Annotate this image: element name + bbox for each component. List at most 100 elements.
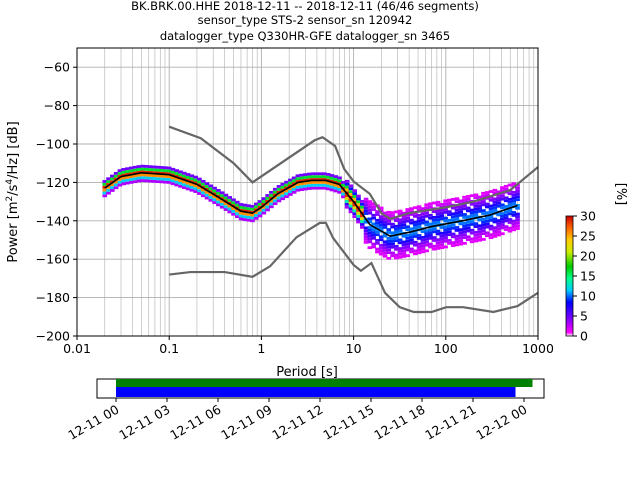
density-cell	[132, 177, 138, 181]
density-cell	[117, 183, 123, 187]
density-cell	[128, 172, 134, 176]
title-line-3: datalogger_type Q330HR-GFE datalogger_sn…	[160, 29, 450, 43]
density-cell	[121, 170, 126, 174]
density-cell	[450, 206, 456, 210]
density-cell	[144, 165, 149, 168]
density-cell	[401, 234, 407, 238]
density-cell	[401, 226, 407, 230]
density-cell	[227, 196, 233, 199]
density-cell	[416, 236, 422, 240]
density-cell	[409, 218, 414, 222]
density-cell	[314, 181, 320, 184]
density-cell	[280, 197, 286, 201]
density-cell	[439, 246, 445, 250]
density-cell	[235, 206, 240, 210]
density-cell	[170, 182, 176, 186]
density-cell	[212, 201, 217, 204]
density-cell	[314, 172, 320, 176]
density-cell	[515, 224, 520, 227]
density-cell	[515, 215, 520, 219]
density-cell	[469, 194, 475, 198]
density-cell	[477, 235, 482, 239]
density-cell	[219, 197, 225, 200]
density-cell	[250, 216, 255, 220]
density-cell	[492, 234, 498, 238]
density-cell	[341, 183, 346, 187]
density-cell	[329, 188, 335, 192]
density-cell	[110, 189, 115, 192]
title-line-2: sensor_type STS-2 sensor_sn 120942	[198, 13, 413, 27]
density-cell	[269, 202, 274, 206]
colorbar-tick-label: 25	[580, 229, 596, 244]
density-cell	[515, 189, 520, 193]
density-cell	[144, 170, 149, 174]
density-cell	[117, 180, 123, 184]
density-cell	[401, 243, 407, 247]
density-cell	[348, 201, 354, 205]
density-cell	[488, 210, 494, 214]
density-cell	[295, 188, 301, 192]
density-cell	[500, 220, 505, 224]
density-cell	[469, 240, 475, 244]
density-cell	[200, 182, 206, 186]
density-cell	[484, 231, 490, 235]
timeline-tick-label: 12-11 06	[167, 402, 223, 443]
density-cell	[159, 177, 164, 181]
density-cell	[409, 207, 414, 211]
density-cell	[136, 168, 142, 171]
density-cell	[500, 226, 505, 230]
density-cell	[219, 191, 225, 195]
density-cell	[416, 245, 422, 249]
density-cell	[488, 190, 494, 193]
density-cell	[500, 215, 505, 218]
density-cell	[473, 236, 479, 240]
density-cell	[462, 213, 467, 216]
density-cell	[181, 171, 187, 175]
density-cell	[397, 218, 403, 222]
density-cell	[140, 179, 145, 182]
density-cell	[496, 222, 501, 225]
density-cell	[496, 227, 501, 231]
density-cell	[435, 200, 441, 204]
density-cell	[405, 208, 411, 211]
density-cell	[386, 213, 392, 217]
density-cell	[420, 247, 426, 251]
density-cell	[458, 228, 464, 232]
density-cell	[481, 194, 486, 198]
density-cell	[318, 178, 323, 181]
density-cell	[511, 193, 517, 197]
density-cell	[242, 218, 248, 221]
density-cell	[212, 192, 217, 196]
density-cell	[147, 173, 153, 177]
density-cell	[439, 214, 445, 218]
density-cell	[128, 175, 134, 179]
density-cell	[492, 226, 498, 230]
density-cell	[477, 238, 482, 242]
density-cell	[469, 220, 475, 223]
density-cell	[397, 224, 403, 227]
density-cell	[424, 243, 429, 247]
density-cell	[337, 190, 342, 194]
density-cell	[216, 189, 221, 192]
density-cell	[231, 201, 236, 205]
density-cell	[424, 203, 429, 207]
density-cell	[454, 205, 460, 209]
density-cell	[371, 234, 376, 237]
density-cell	[272, 199, 278, 203]
density-cell	[492, 197, 498, 201]
density-cell	[458, 231, 464, 234]
density-cell	[500, 206, 505, 210]
density-cell	[125, 181, 130, 185]
density-cell	[125, 175, 130, 179]
density-cell	[428, 236, 433, 240]
density-cell	[477, 218, 482, 222]
density-cell	[390, 225, 395, 229]
density-cell	[386, 228, 392, 231]
density-cell	[235, 203, 240, 207]
timeline-tick-label: 12-11 00	[65, 402, 121, 443]
density-cell	[295, 177, 301, 181]
density-cell	[238, 211, 244, 215]
density-cell	[481, 237, 486, 241]
density-cell	[136, 170, 142, 174]
